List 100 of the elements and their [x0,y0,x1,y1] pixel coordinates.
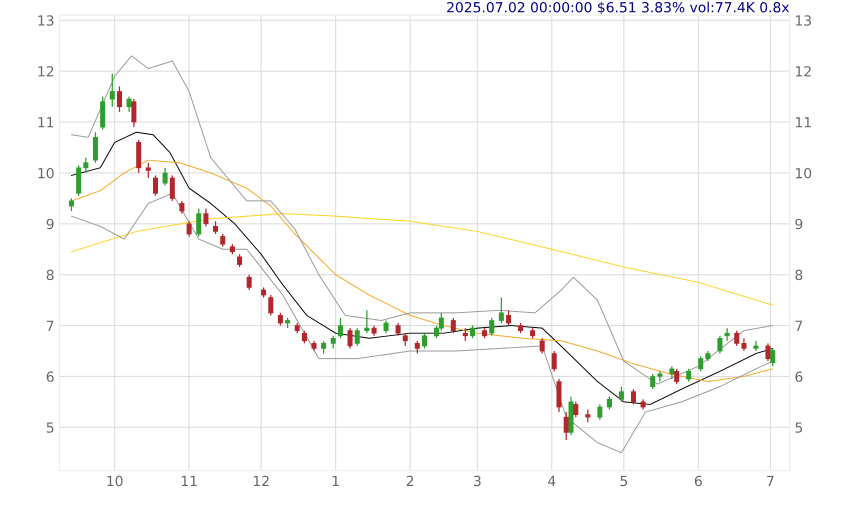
candlestick [354,327,360,347]
candlestick [585,408,590,423]
candlestick [650,373,656,390]
candlestick [674,368,680,385]
candlestick [498,296,504,324]
candlestick [302,330,307,344]
candlestick [552,350,557,372]
y2-tick-label: 7 [796,320,802,331]
candlestick [330,335,336,350]
y2-tick-label: 11 [796,117,811,128]
line-series [70,213,774,306]
x-tick-label: 3 [474,476,481,486]
candlestick [422,332,428,350]
candlestick [83,157,88,174]
candlestick [220,233,226,248]
y-tick-label: 6 [46,371,54,382]
candlestick [278,312,283,326]
candlestick [518,322,524,334]
candlestick [261,286,266,298]
candlestick [372,324,377,336]
y2-tick-label: 10 [796,168,812,178]
x-tick-label: 7 [767,476,774,486]
candlestick [68,198,74,212]
candlestick [116,86,122,112]
candlestick [657,370,662,382]
candlestick [462,327,468,342]
candlestick [126,96,132,112]
candlestick [338,317,343,339]
candlestick [470,324,476,339]
candlestick [170,174,175,202]
candlestick [186,220,192,238]
candlestick [698,355,704,372]
candlestick [724,327,730,342]
candlestick [540,338,545,354]
candlestick [294,322,300,334]
x-tick-label: 12 [254,476,269,486]
y-tick-label: 11 [38,117,54,128]
y-tick-label: 8 [46,270,54,280]
y2-tick-label: 13 [796,15,811,26]
candlestick [152,174,158,196]
candlestick [213,220,218,235]
x-tick-label: 2 [406,476,414,486]
candlestick [770,348,776,367]
candlestick [246,274,252,291]
candlestick [268,294,274,316]
candlestick [237,254,242,268]
candlestick [312,340,317,352]
y-tick-label: 9 [46,218,54,230]
candlestick [230,244,235,255]
candlestick [450,317,456,334]
candlestick [705,350,710,362]
y-tick-label: 12 [38,66,54,76]
candlestick [384,320,389,334]
candlestick [489,317,494,336]
candlestick [396,322,401,336]
line-series [70,132,774,405]
candlestick [92,132,98,164]
y-tick-label: 10 [38,168,54,178]
candlestick [686,368,692,382]
y-tick-label: 13 [38,15,54,26]
candlestick [414,340,420,354]
candlestick [741,338,746,352]
candlestick [506,310,512,326]
candlestick [402,332,408,347]
candlestick [765,342,770,362]
candlestick [618,386,624,403]
candlestick [203,208,208,227]
candlestick [564,411,569,441]
x-tick-label: 4 [548,476,556,486]
candlestick [110,73,115,108]
y-tick-label: 5 [46,422,54,433]
candlestick [734,330,740,347]
x-tick-label: 11 [182,476,197,486]
candlestick [482,327,488,339]
y2-tick-label: 12 [796,66,811,76]
candlestick [597,404,602,420]
candlestick [348,327,353,350]
x-tick-label: 10 [107,476,123,486]
y2-tick-label: 6 [795,371,802,382]
candlestick [530,327,536,339]
y2-tick-label: 9 [795,218,802,230]
candlestick [640,398,646,410]
x-tick-label: 5 [620,476,628,486]
candlestick [753,340,758,352]
candlestick [162,167,168,186]
candlestick [131,98,136,128]
candlestick [285,317,290,329]
candlestick [573,401,578,418]
y2-tick-label: 8 [795,270,802,280]
candlestick [179,200,184,214]
candlestick [606,396,612,410]
chart-title: 2025.07.02 00:00:00 $6.51 3.83% vol:77.4K 0.8x [447,2,790,14]
x-tick-label: 1 [332,476,339,486]
candlestick [630,388,636,406]
line-series [70,55,774,385]
x-tick-label: 6 [694,476,702,486]
candlestick [364,310,370,334]
candlestick [196,208,202,238]
y2-tick-label: 5 [796,422,802,433]
y-tick-label: 7 [46,320,54,331]
